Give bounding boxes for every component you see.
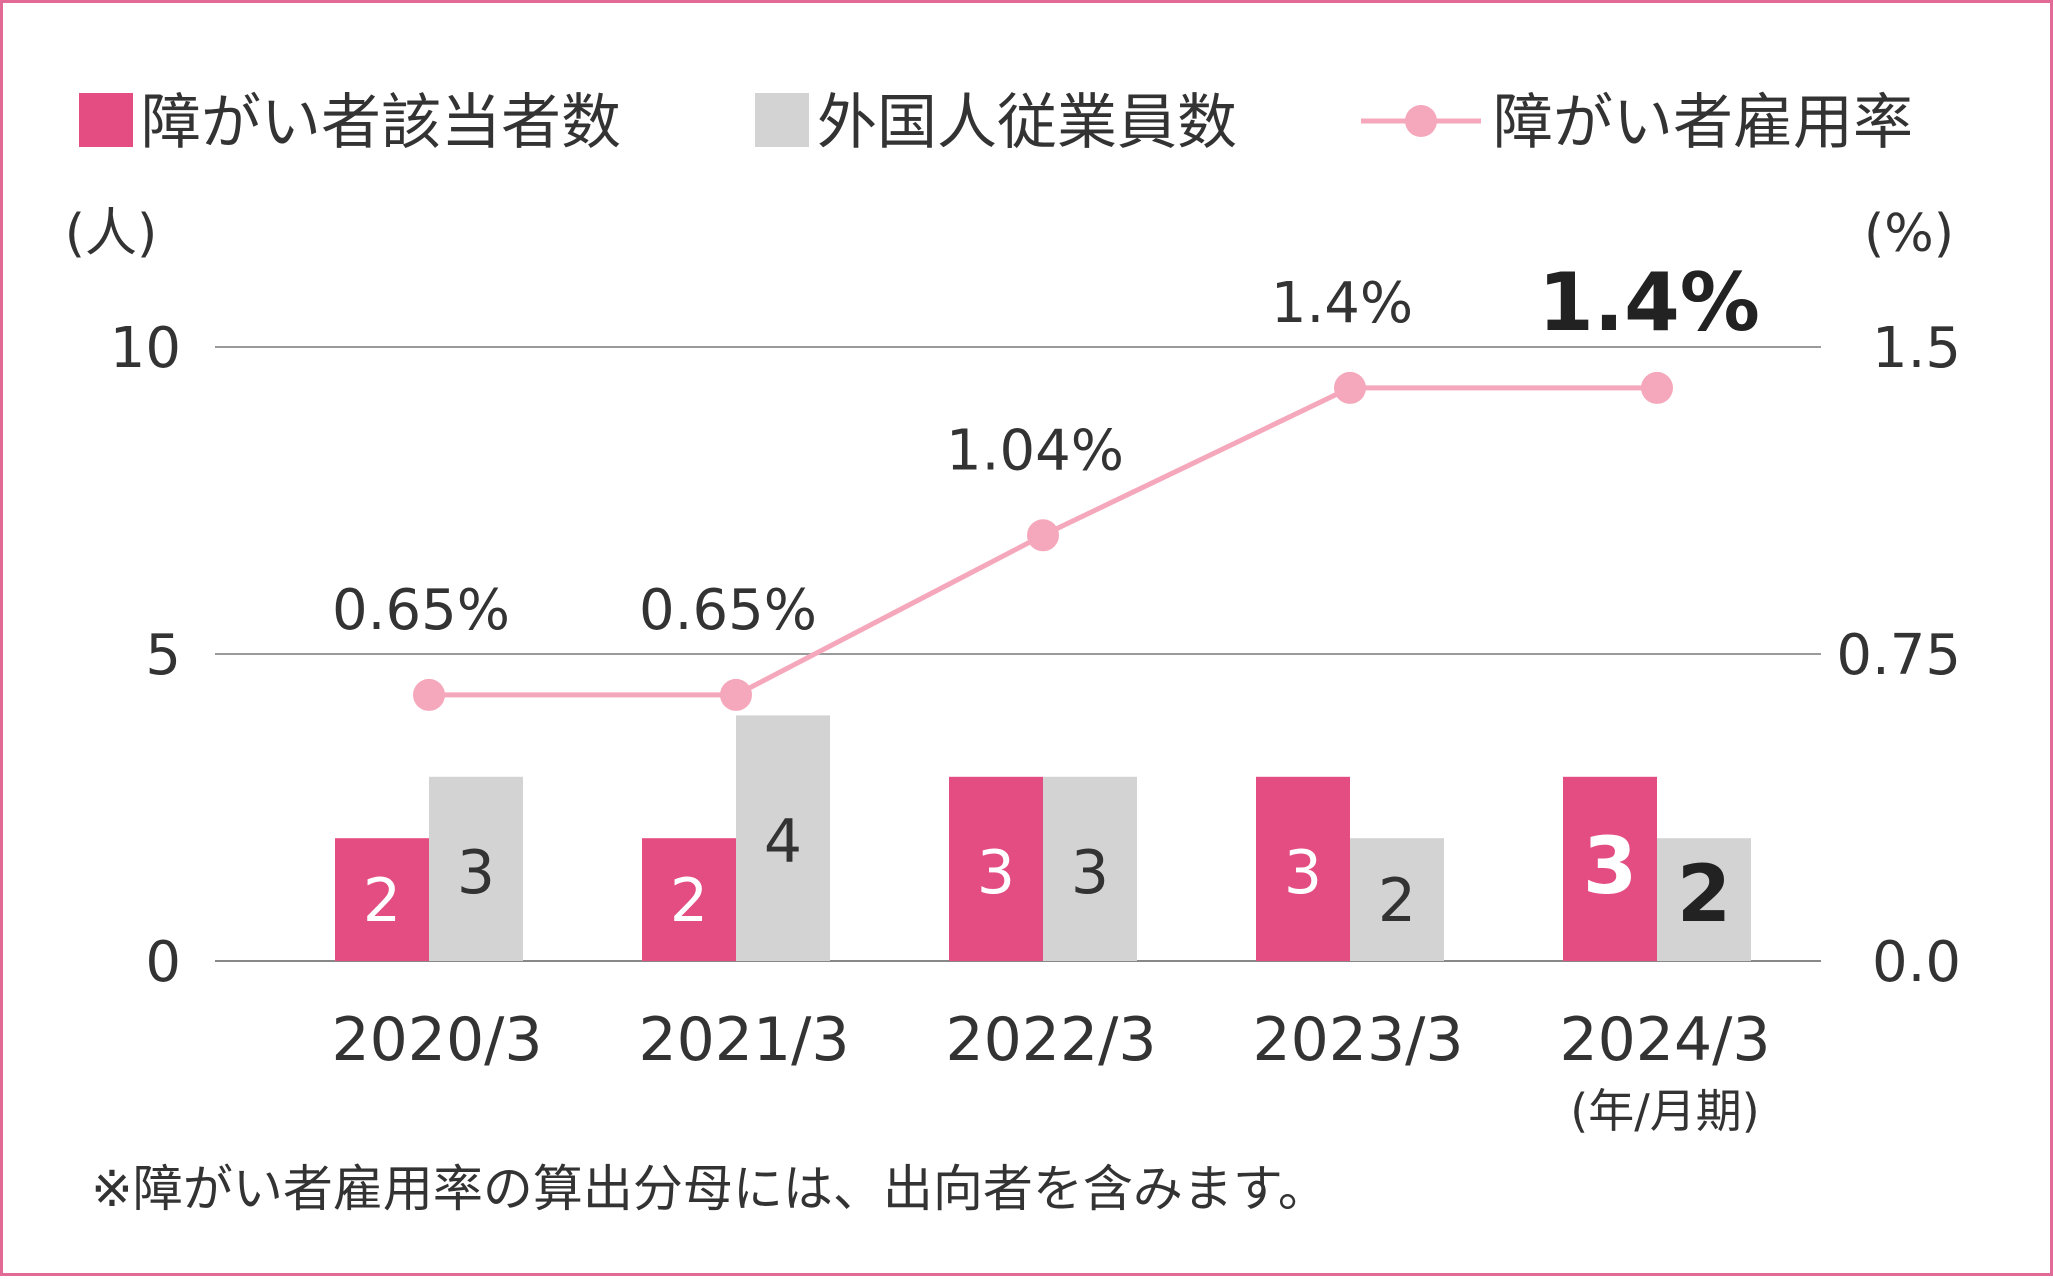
bar-label-disabled: 3 — [1284, 838, 1322, 908]
bar-label-foreign: 3 — [1071, 838, 1109, 908]
category-label: 2020/3 — [331, 1005, 542, 1075]
rate-label: 1.4% — [1271, 271, 1413, 336]
category-label: 2024/3 — [1559, 1005, 1770, 1075]
legend-label-foreign: 外国人従業員数 — [817, 88, 1237, 158]
bar-disabled-count — [642, 838, 736, 961]
left-tick-label: 5 — [145, 623, 181, 688]
legend-swatch-foreign — [755, 93, 809, 147]
legend: 障がい者該当者数 外国人従業員数 障がい者雇用率 — [79, 88, 1913, 158]
right-axis-unit: (%) — [1864, 204, 1954, 264]
bar-label-disabled: 2 — [670, 866, 708, 936]
bar-marks — [335, 715, 1751, 961]
bar-disabled-count — [1256, 776, 1350, 961]
rate-label: 1.04% — [946, 418, 1124, 483]
footnote: ※障がい者雇用率の算出分母には、出向者を含みます。 — [91, 1160, 1328, 1218]
legend-swatch-disabled — [79, 93, 133, 147]
bar-label-disabled: 3 — [977, 838, 1015, 908]
rate-point — [413, 678, 445, 711]
rate-point — [720, 678, 752, 711]
rate-label: 1.4% — [1538, 256, 1760, 349]
left-tick-label: 0 — [145, 930, 181, 995]
rate-label: 0.65% — [332, 578, 510, 643]
chart-canvas: 2 3 24 3 3 3 2 3 20.65% 0.65%1.04%1.4% 1.4% 05100.… — [65, 88, 1961, 1138]
bar-foreign-count — [429, 776, 523, 961]
category-label: 2022/3 — [945, 1005, 1156, 1075]
rate-label: 0.65% — [639, 578, 817, 643]
right-tick-label: 0.0 — [1872, 930, 1961, 995]
bar-label-foreign: 2 — [1378, 866, 1416, 936]
rate-point — [1641, 371, 1673, 404]
rate-line — [413, 371, 1673, 711]
bar-disabled-count — [335, 838, 429, 961]
data-labels: 2 3 24 3 3 3 2 3 20.65% 0.65%1.04%1.4% 1.4% — [332, 256, 1760, 940]
right-tick-label: 0.75 — [1836, 623, 1961, 688]
category-label: 2023/3 — [1252, 1005, 1463, 1075]
bar-label-foreign: 3 — [457, 838, 495, 908]
bar-label-disabled: 3 — [1583, 822, 1637, 912]
bar-foreign-count — [1043, 776, 1137, 961]
bar-disabled-count — [1563, 776, 1657, 961]
right-tick-label: 1.5 — [1872, 316, 1961, 381]
bar-foreign-count — [1657, 838, 1751, 961]
bar-foreign-count — [1350, 838, 1444, 961]
bar-label-foreign: 4 — [764, 807, 802, 877]
category-sublabel: (年/月期) — [1570, 1084, 1759, 1138]
category-label: 2021/3 — [638, 1005, 849, 1075]
bar-foreign-count — [736, 715, 830, 961]
left-axis-unit: (人) — [65, 204, 158, 264]
left-tick-label: 10 — [110, 316, 181, 381]
rate-point — [1334, 371, 1366, 404]
bar-disabled-count — [949, 776, 1043, 961]
legend-label-rate: 障がい者雇用率 — [1493, 88, 1913, 158]
bar-label-disabled: 2 — [363, 866, 401, 936]
rate-point — [1027, 519, 1059, 552]
legend-label-disabled: 障がい者該当者数 — [141, 88, 621, 158]
legend-marker-rate — [1405, 105, 1437, 137]
bar-label-foreign: 2 — [1677, 850, 1731, 940]
